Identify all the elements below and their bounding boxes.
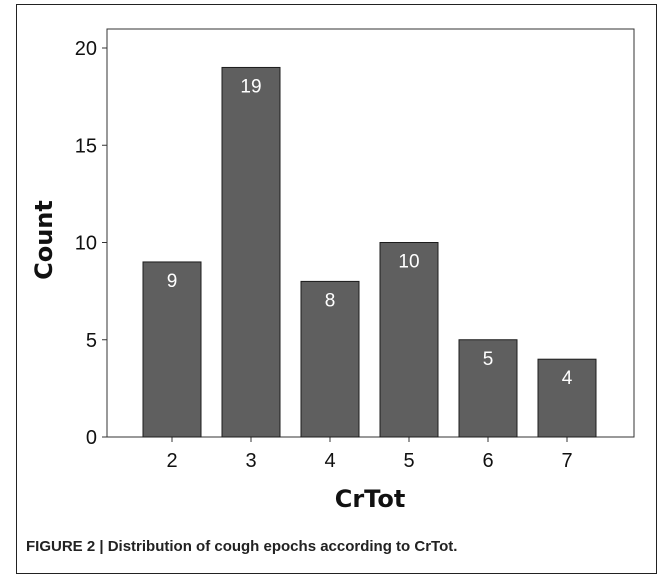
x-tick-label: 7 xyxy=(561,450,572,472)
y-tick-label: 20 xyxy=(75,38,97,60)
bar-value-label: 5 xyxy=(483,349,494,370)
y-tick-label: 5 xyxy=(86,330,97,352)
x-tick-label: 4 xyxy=(324,450,335,472)
bar xyxy=(458,339,518,438)
bar xyxy=(379,242,439,438)
bar xyxy=(537,358,597,438)
bars: 9 19 8 10 5 4 xyxy=(142,66,597,438)
y-tick-label: 0 xyxy=(86,427,97,449)
y-tick-label: 10 xyxy=(75,233,97,255)
bar-value-label: 19 xyxy=(240,76,261,97)
x-tick-label: 5 xyxy=(403,450,414,472)
bar xyxy=(142,261,202,438)
y-axis: 0 5 10 15 20 xyxy=(75,38,107,449)
x-axis: 2 3 4 5 6 7 xyxy=(166,437,573,472)
x-axis-title: CrTot xyxy=(335,485,406,513)
bar xyxy=(300,280,360,438)
x-tick-label: 2 xyxy=(166,450,177,472)
bar-value-label: 10 xyxy=(398,252,419,273)
y-tick-label: 15 xyxy=(75,135,97,157)
x-tick-label: 3 xyxy=(245,450,256,472)
bar-value-label: 9 xyxy=(167,271,178,292)
x-tick-label: 6 xyxy=(482,450,493,472)
bar-value-label: 4 xyxy=(562,368,573,389)
y-axis-title: Count xyxy=(30,200,58,280)
figure-caption: FIGURE 2 | Distribution of cough epochs … xyxy=(26,538,458,555)
bar-value-label: 8 xyxy=(325,290,336,311)
bar xyxy=(221,66,281,438)
